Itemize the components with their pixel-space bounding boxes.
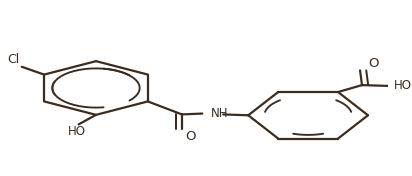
Text: Cl: Cl [7,53,20,66]
Text: O: O [186,130,196,143]
Text: NH: NH [211,107,228,120]
Text: HO: HO [393,80,412,92]
Text: HO: HO [68,125,86,138]
Text: O: O [368,56,379,70]
